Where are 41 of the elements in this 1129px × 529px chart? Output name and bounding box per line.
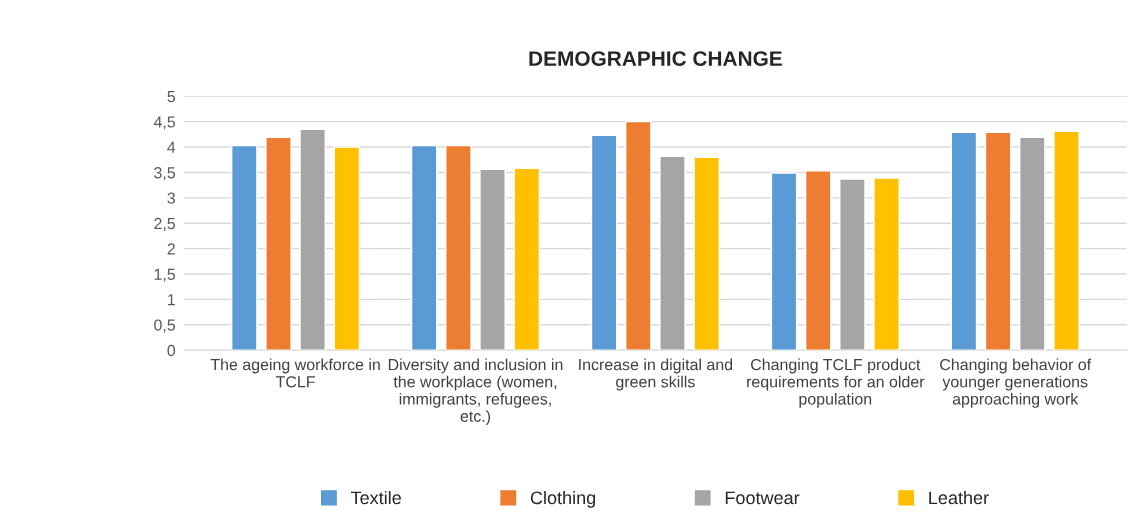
y-tick-label: 1 <box>168 294 175 306</box>
bar <box>950 131 978 351</box>
bar <box>1019 136 1046 351</box>
legend-label: Footwear <box>725 491 800 505</box>
bar <box>873 177 900 351</box>
y-tick-label: 5 <box>167 91 176 103</box>
bar <box>625 120 652 351</box>
bar <box>1053 130 1080 351</box>
bar <box>770 172 798 351</box>
bar <box>299 128 326 351</box>
x-tick-label: Increase in digital and green skills <box>579 358 733 391</box>
x-tick-label: The ageing workforce in TCLF <box>210 358 380 388</box>
y-tick-label: 2,5 <box>154 217 176 232</box>
bar <box>513 167 541 351</box>
y-tick-label: 0 <box>167 344 176 357</box>
bar <box>265 136 292 351</box>
x-tick-label: Diversity and inclusion in the workplace (women, immigrants, refugees, etc.) <box>388 358 563 426</box>
y-tick-label: 2 <box>167 243 175 255</box>
bar <box>693 156 720 351</box>
y-tick-label: 3 <box>167 192 175 204</box>
y-tick-label: 1,5 <box>154 268 176 282</box>
x-tick-label: Changing TCLF product requirements for an older population <box>747 358 925 408</box>
y-tick-label: 4,5 <box>153 116 176 130</box>
bar <box>410 144 438 351</box>
chart-title: DEMOGRAPHIC CHANGE <box>529 51 782 66</box>
bar <box>479 168 506 351</box>
bar <box>659 155 686 351</box>
legend-label: Leather <box>929 490 989 505</box>
bar <box>804 170 832 351</box>
bar <box>590 134 618 351</box>
legend-label: Clothing <box>530 490 596 508</box>
x-tick-label: Changing behavior of younger generations approaching work <box>940 358 1092 408</box>
bar <box>984 131 1012 351</box>
legend-label: Textile <box>350 490 401 505</box>
bar <box>839 178 866 351</box>
y-tick-label: 4 <box>167 141 176 153</box>
y-tick-label: 3,5 <box>154 167 176 181</box>
y-tick-label: 0,5 <box>154 319 176 333</box>
bar <box>231 144 258 351</box>
bar <box>333 146 361 351</box>
bar <box>445 144 472 351</box>
